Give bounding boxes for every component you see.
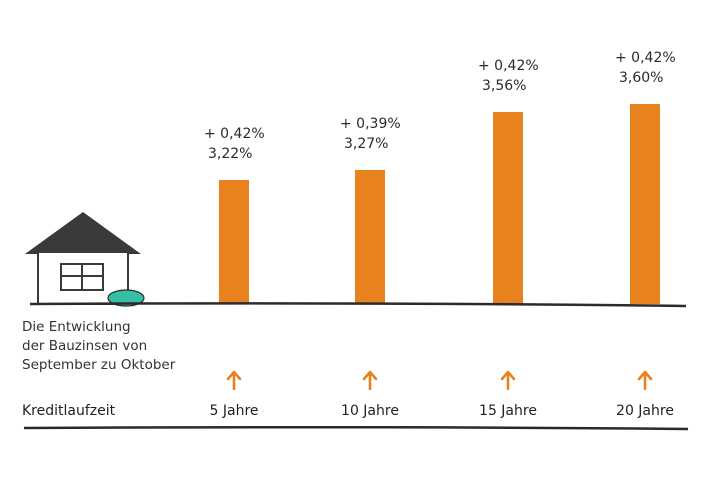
change-label-4: + 0,42% bbox=[615, 50, 676, 66]
description-line-2: der Bauzinsen von bbox=[22, 338, 148, 354]
category-label-2: 10 Jahre bbox=[341, 403, 399, 419]
change-label-1: + 0,42% bbox=[204, 126, 265, 142]
bush-icon bbox=[107, 289, 145, 307]
up-arrow-icon bbox=[500, 370, 516, 394]
category-axis-line bbox=[23, 425, 689, 431]
change-label-3: + 0,42% bbox=[478, 58, 539, 74]
up-arrow-icon bbox=[226, 370, 242, 394]
category-label-4: 20 Jahre bbox=[616, 403, 674, 419]
x-axis-label: Kreditlaufzeit bbox=[22, 403, 116, 419]
up-arrow-icon bbox=[362, 370, 378, 394]
value-label-2: 3,27% bbox=[344, 136, 389, 152]
up-arrow-icon bbox=[637, 370, 653, 394]
baseline bbox=[29, 302, 687, 308]
bar-3 bbox=[493, 112, 523, 304]
value-label-1: 3,22% bbox=[208, 146, 253, 162]
bar-2 bbox=[355, 170, 385, 304]
chart-description: Die Entwicklung der Bauzinsen von Septem… bbox=[22, 318, 175, 375]
description-line-3: September zu Oktober bbox=[22, 357, 176, 373]
bars bbox=[219, 104, 660, 304]
description-line-1: Die Entwicklung bbox=[22, 319, 131, 335]
bar-4 bbox=[630, 104, 660, 304]
category-label-1: 5 Jahre bbox=[209, 403, 259, 419]
change-label-2: + 0,39% bbox=[340, 116, 401, 132]
category-label-3: 15 Jahre bbox=[479, 403, 537, 419]
value-label-3: 3,56% bbox=[482, 78, 527, 94]
value-label-4: 3,60% bbox=[619, 70, 664, 86]
bar-1 bbox=[219, 180, 249, 304]
